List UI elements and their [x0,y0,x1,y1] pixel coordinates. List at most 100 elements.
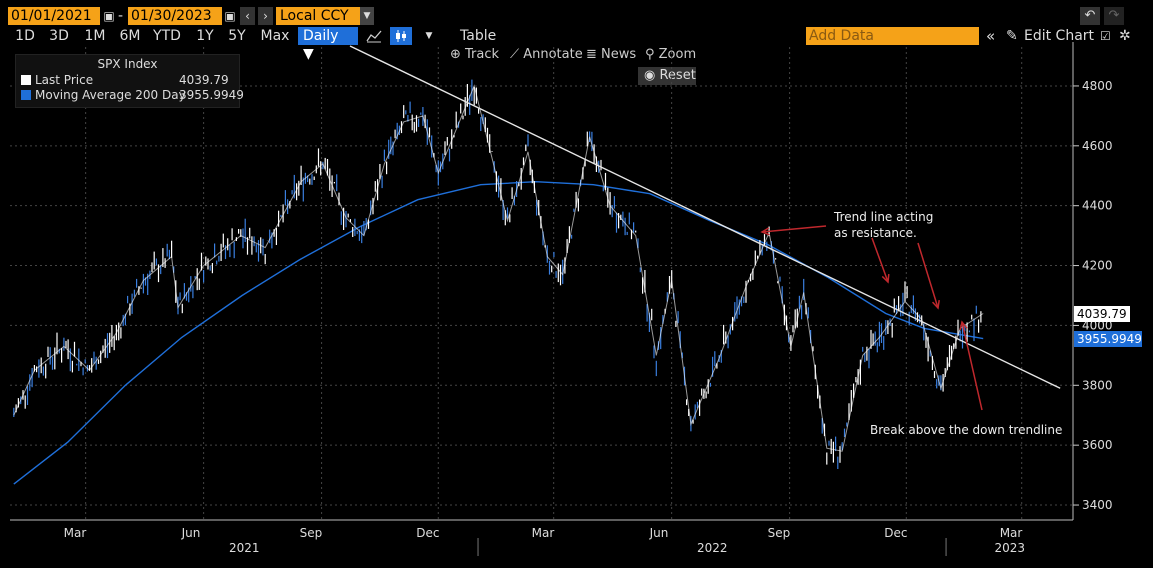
edit-chart-button[interactable]: Edit Chart [1024,28,1095,44]
period-5y[interactable]: 5Y [228,28,246,44]
next-period-icon[interactable]: › [258,7,273,25]
annotation-break: Break above the down trendline [870,423,1062,437]
candle-chart-icon[interactable] [390,27,412,45]
axes: Mar Jun Sep Dec Mar Jun Sep Dec Mar 3400 3600 3800 4… [10,42,1113,556]
last-price-tag: 4039.79 [1077,307,1127,321]
news-icon: ≣ [586,47,602,62]
y-tick-label: 4600 [1082,139,1113,153]
frequency-select[interactable]: Daily ▼ [298,27,358,62]
period-ytd[interactable]: YTD [153,28,181,44]
add-data-input[interactable]: Add Data [806,27,979,45]
y-tick-label: 4200 [1082,259,1113,273]
x-tick-label: Dec [884,526,907,540]
y-tick-label: 4800 [1082,79,1113,93]
period-6m[interactable]: 6M [119,28,141,44]
annotation-arrowhead [932,299,940,310]
period-1m[interactable]: 1M [84,28,106,44]
y-tick-label: 3400 [1082,498,1113,512]
y-tick-label: 4400 [1082,199,1113,213]
chart-type-dropdown-icon[interactable]: ▼ [425,31,433,41]
ma-tag: 3955.9949 [1077,332,1142,346]
line-chart-icon[interactable] [364,27,384,45]
candle-glyph [396,30,406,42]
legend-value: 3955.9949 [179,88,244,102]
date-toolbar: 01/01/2021 ▣ - 01/30/2023 ▣ ‹ › Local CC… [8,7,1145,25]
x-tick-label: Mar [532,526,555,540]
undo-icon[interactable]: ↶ [1080,7,1100,25]
legend-label: Last Price [35,73,94,87]
legend: SPX Index Last Price 4039.79 Moving Aver… [15,54,244,108]
gridlines [10,47,1073,520]
table-button[interactable]: Table [460,28,497,44]
x-tick-label: Jun [649,526,669,540]
legend-title: SPX Index [97,57,158,71]
x-tick-label: Dec [416,526,439,540]
legend-value: 4039.79 [179,73,229,87]
date-dash: - [118,8,124,24]
legend-swatch [21,90,31,100]
annotation-resistance-line2: as resistance. [834,226,917,240]
prev-period-icon[interactable]: ‹ [240,7,255,25]
legend-item-ma: Moving Average 200 Day [21,88,186,103]
x-tick-label: Mar [1000,526,1023,540]
period-1y[interactable]: 1Y [196,28,214,44]
last-price-tag-box [1074,306,1130,322]
annotation-arrow [871,237,889,283]
annotate-tool[interactable]: ⟋ Annotate [510,47,583,63]
period-3d[interactable]: 3D [49,28,69,44]
line-chart-glyph [366,30,382,43]
annotation-arrowhead [959,320,968,330]
collapse-icon[interactable]: « [986,27,996,45]
start-date-field[interactable]: 01/01/2021 [8,7,100,25]
ma-tag-box [1074,331,1142,347]
down-trendline[interactable] [349,45,1061,389]
crosshair-icon: ⊕ [450,47,466,62]
x-tick-label: Sep [300,526,323,540]
annotate-icon: ⟋ [510,47,524,62]
reset-icon: ◉ [644,68,660,83]
last-price-line [13,84,984,452]
annotate-label: Annotate [523,47,583,62]
currency-select[interactable]: Local CCY [276,7,360,25]
gear-icon[interactable]: ✲ [1119,28,1131,44]
zoom-label: Zoom [658,47,697,62]
annotation-arrowhead [881,273,890,284]
news-label: News [601,47,637,62]
year-label: 2021 [229,541,260,555]
annotation-arrow [917,242,939,309]
trendline[interactable] [349,45,1061,389]
last-price-series [13,79,984,469]
moving-average-series [13,180,984,485]
settings-toggle-icon[interactable]: ☑ [1100,29,1111,43]
year-label: 2023 [995,541,1026,555]
magnifier-icon: ⚲ [645,47,659,62]
y-tick-label: 3800 [1082,378,1113,392]
track-tool[interactable]: ⊕ Track [450,47,499,63]
x-tick-label: Mar [64,526,87,540]
y-tick-label: 3600 [1082,438,1113,452]
start-calendar-icon[interactable]: ▣ [103,9,115,23]
period-max[interactable]: Max [260,28,290,44]
annotation-arrowhead [760,227,770,236]
track-label: Track [465,47,500,62]
year-label: 2022 [697,541,728,555]
currency-dropdown-icon[interactable]: ▼ [360,7,374,25]
reset-label: Reset [659,68,696,83]
annotation-arrow [961,321,983,411]
end-date-field[interactable]: 01/30/2023 [128,7,222,25]
annotation-resistance-line1: Trend line acting [833,210,933,224]
period-1d[interactable]: 1D [15,28,35,44]
legend-item-last-price: Last Price [21,73,93,88]
news-tool[interactable]: ≣ News [586,47,636,63]
end-calendar-icon[interactable]: ▣ [224,9,236,23]
x-tick-label: Jun [181,526,201,540]
legend-label: Moving Average 200 Day [35,88,186,102]
redo-icon[interactable]: ↷ [1104,7,1124,25]
pencil-icon[interactable]: ✎ [1006,28,1018,44]
price-tags: 4039.79 3955.9949 [1074,306,1142,347]
reset-button[interactable]: ◉ Reset [638,67,696,85]
zoom-tool[interactable]: ⚲ Zoom [645,47,696,63]
period-toolbar: 1D 3D 1M 6M YTD 1Y 5Y Max Daily ▼ ▼ Tabl… [8,27,1145,62]
